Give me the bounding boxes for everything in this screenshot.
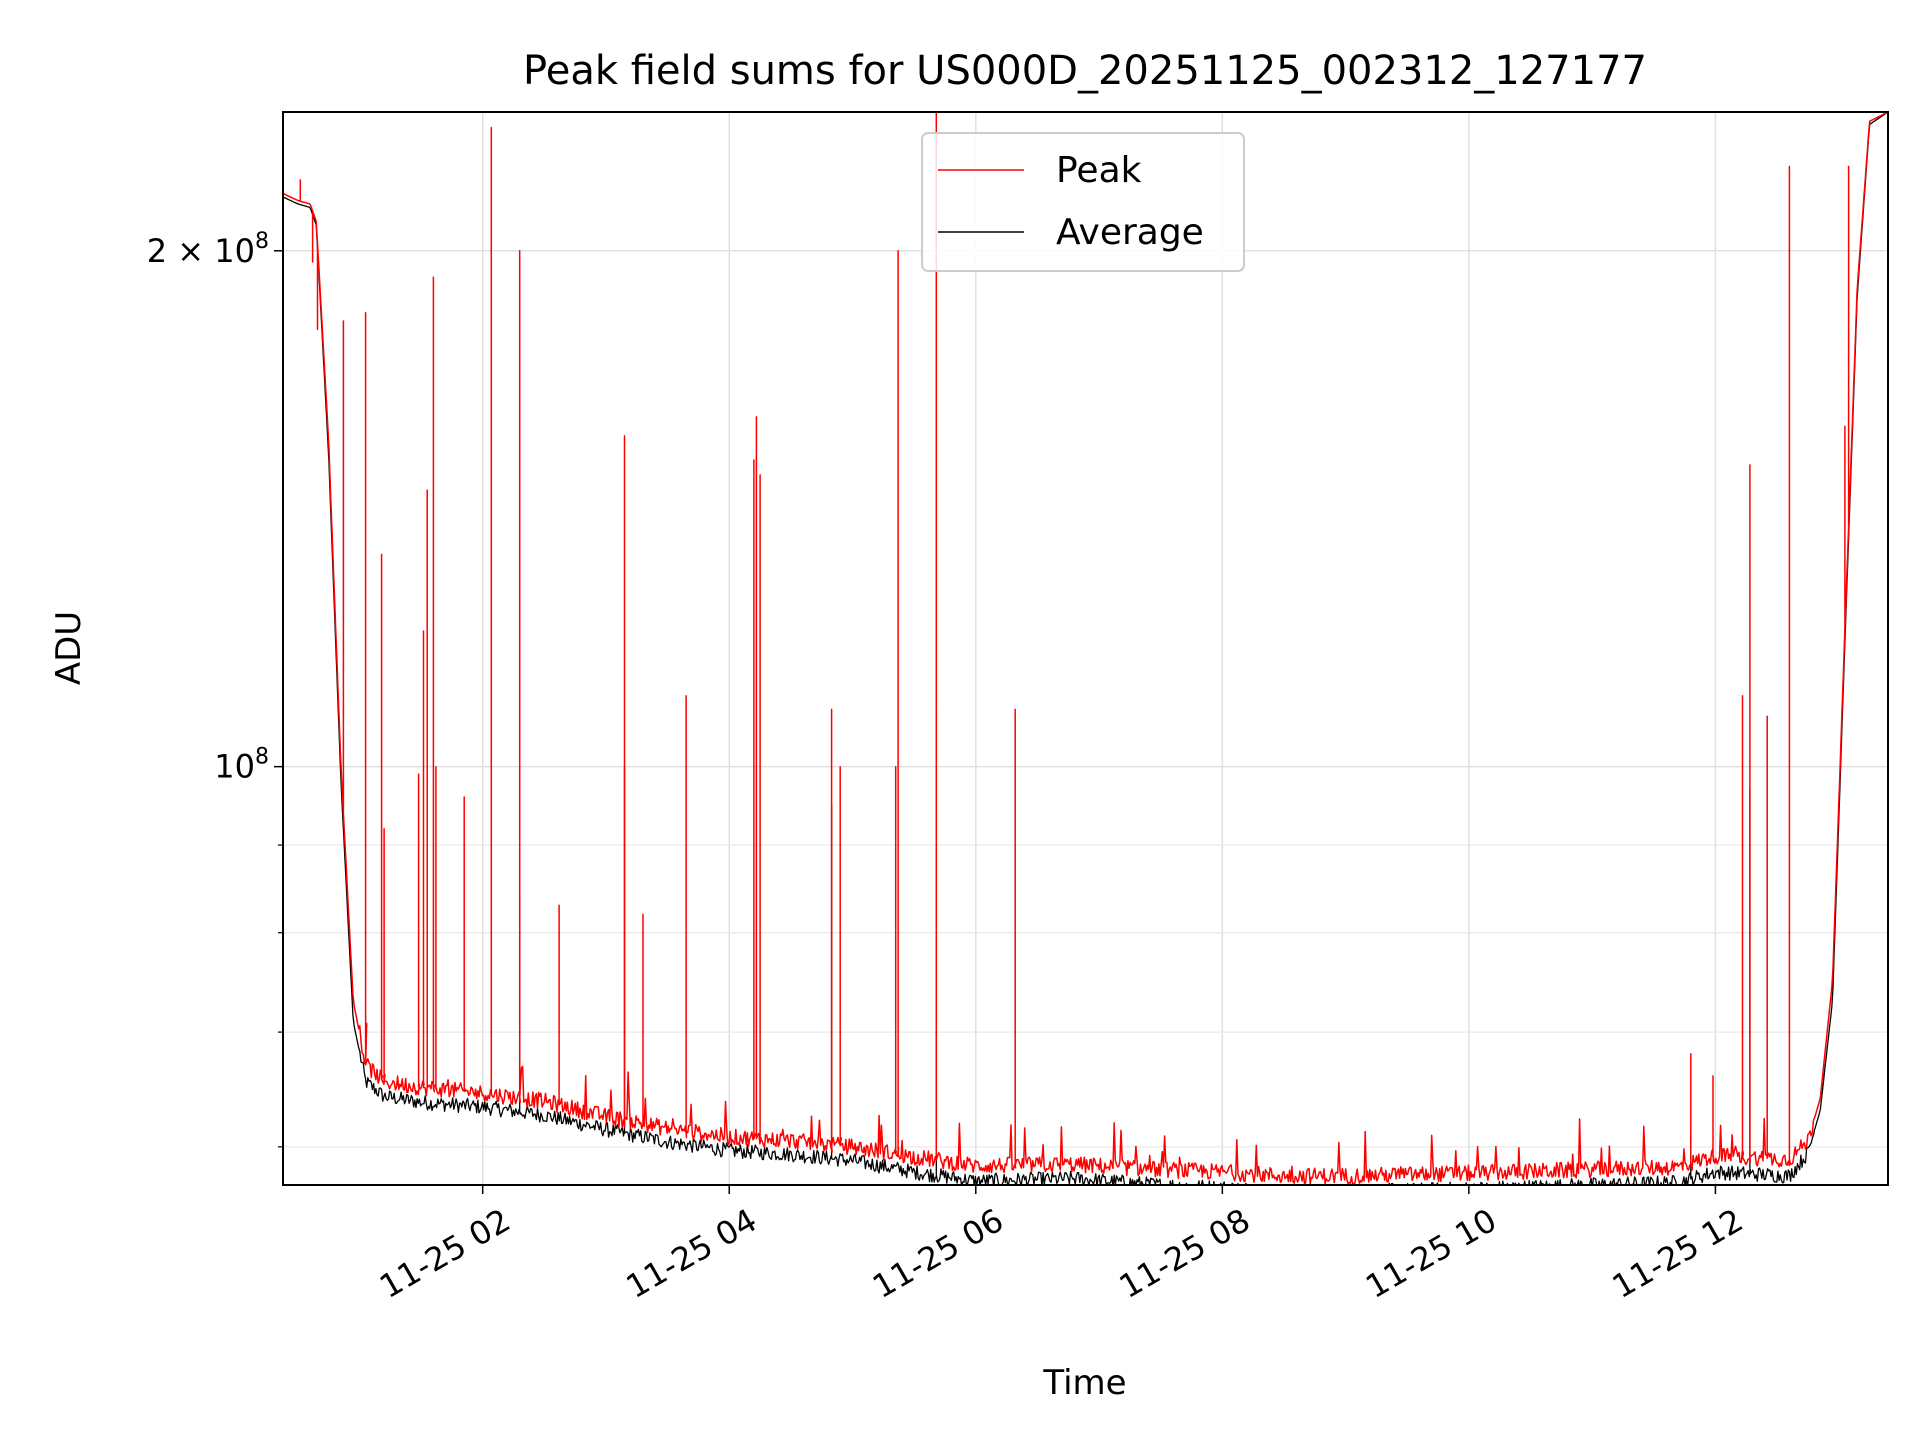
series-line-peak — [283, 112, 1888, 1185]
legend: Peak Average — [921, 132, 1245, 272]
x-axis-label: Time — [1042, 1363, 1126, 1403]
series-line-average — [283, 112, 1888, 1185]
plot-frame — [282, 111, 1889, 1186]
legend-label-peak: Peak — [1056, 150, 1142, 191]
legend-label-average: Average — [1056, 212, 1204, 253]
plot-lines — [283, 112, 1888, 1185]
legend-box — [921, 132, 1245, 272]
grid — [283, 112, 1888, 1185]
chart-title: Peak field sums for US000D_20251125_0023… — [523, 48, 1647, 94]
y-tick-label: 2 × 108 — [147, 229, 269, 270]
y-axis: 108 2 × 108 — [147, 229, 283, 1148]
y-axis-label: ADU — [49, 611, 89, 685]
y-tick-label: 108 — [214, 745, 269, 786]
